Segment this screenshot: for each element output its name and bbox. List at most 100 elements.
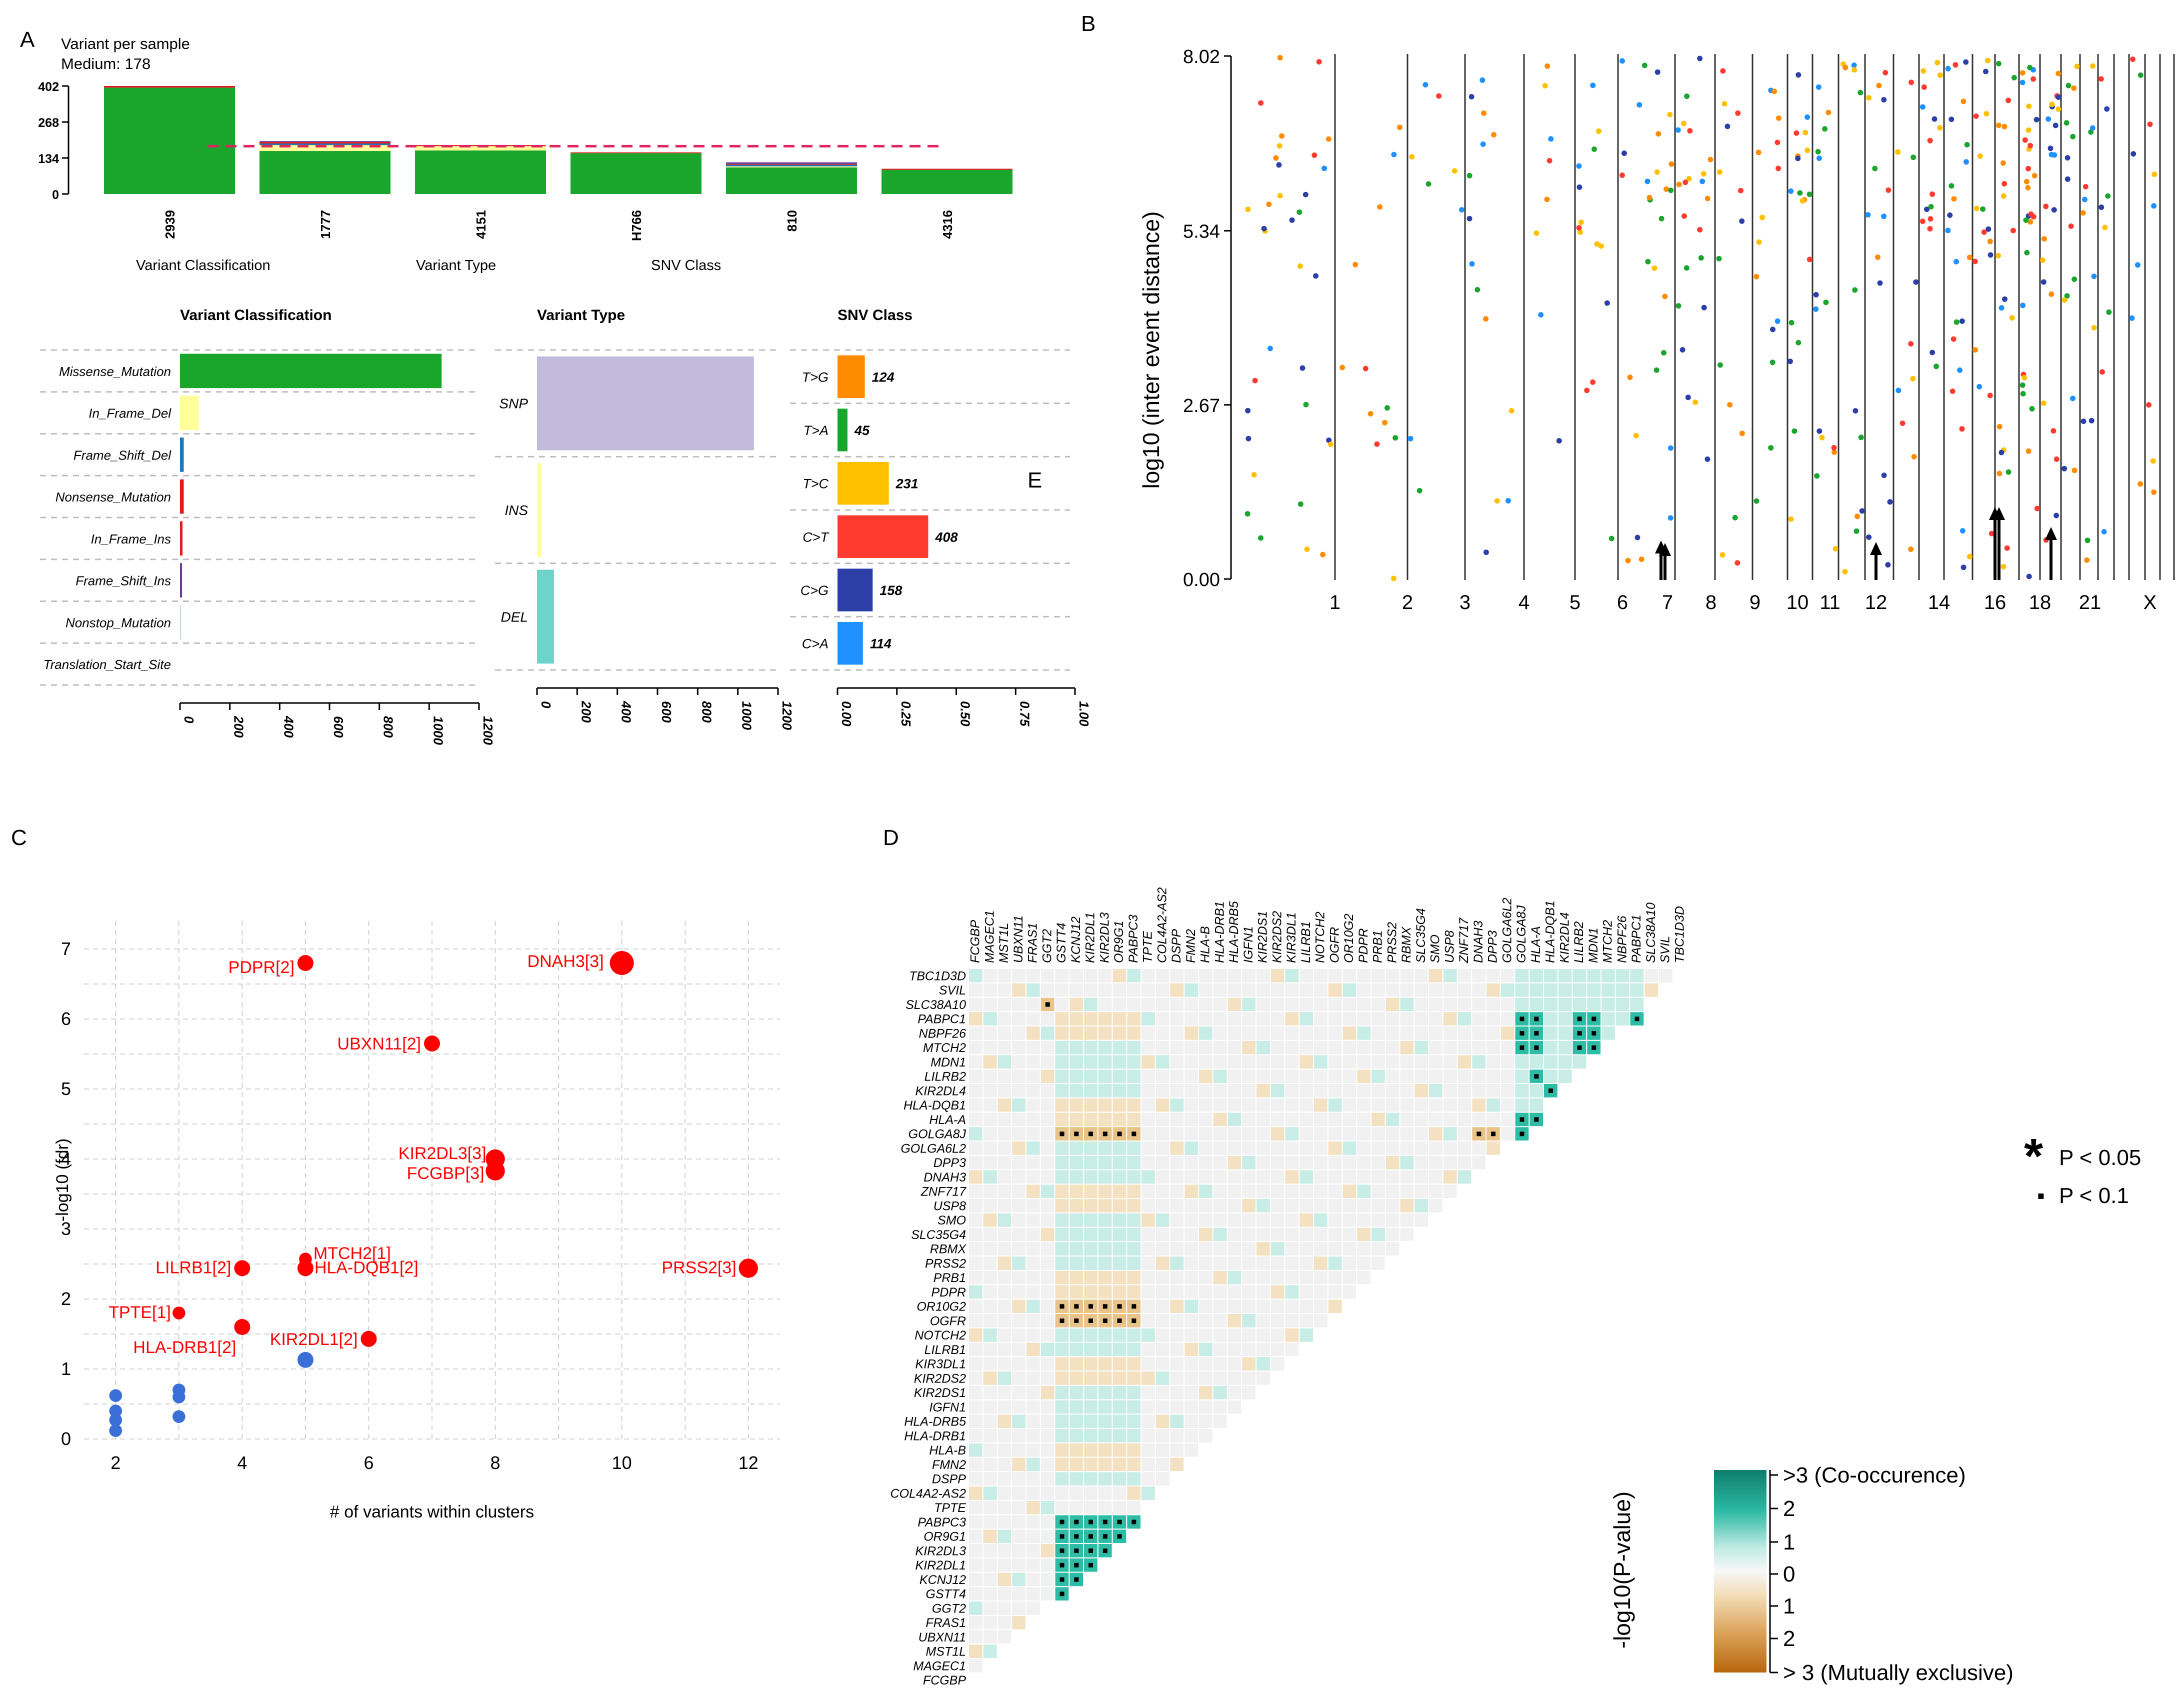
b-point	[1642, 62, 1648, 68]
d-row-label: HLA-A	[929, 1113, 966, 1127]
b-point	[1895, 149, 1901, 155]
d-cell	[1285, 1314, 1299, 1328]
d-cell	[1084, 1285, 1098, 1299]
d-cell	[1142, 983, 1155, 997]
d-cell	[1285, 1242, 1299, 1256]
d-cell	[998, 1170, 1012, 1184]
a-top-legend-title-snv: SNV Class	[651, 258, 721, 274]
d-row-label: SVIL	[939, 984, 966, 998]
b-point	[1668, 161, 1674, 167]
d-cell	[1184, 1084, 1198, 1098]
d-cell	[1012, 1602, 1026, 1615]
d-significance-marks	[1045, 1002, 1640, 1596]
d-cell	[1055, 983, 1069, 997]
d-cell	[983, 1256, 997, 1270]
d-cell	[1084, 1486, 1098, 1500]
b-point	[1598, 243, 1604, 249]
b-point	[1842, 568, 1848, 574]
d-cell	[998, 1256, 1012, 1270]
d-cell	[1112, 1400, 1126, 1414]
d-cell	[1213, 1372, 1227, 1385]
d-row-label: COL4A2-AS2	[890, 1486, 966, 1500]
d-mark	[1060, 1132, 1064, 1136]
b-point	[1720, 68, 1726, 74]
d-cell	[969, 1602, 982, 1615]
d-cell	[1127, 983, 1141, 997]
d-column-label: PRSS2	[1385, 922, 1399, 963]
d-cell	[1156, 1228, 1170, 1242]
d-cell	[1012, 1630, 1026, 1644]
d-cell	[1342, 1055, 1356, 1069]
d-cell	[1070, 1285, 1084, 1299]
a-bar-value-label: 158	[880, 583, 902, 598]
c-point-significant	[610, 951, 634, 975]
d-column-label: USP8	[1442, 930, 1456, 963]
d-cell	[1357, 1142, 1371, 1155]
d-cell	[1156, 1429, 1170, 1442]
d-cell	[1199, 1142, 1212, 1155]
d-cell	[1213, 1012, 1227, 1026]
panel-label-b: B	[1081, 12, 1096, 36]
b-point	[1303, 402, 1309, 408]
d-cell	[1256, 1112, 1270, 1126]
b-point	[1952, 62, 1958, 68]
b-point	[1469, 261, 1475, 267]
d-cell	[1184, 1443, 1198, 1457]
d-cell	[1070, 1372, 1084, 1385]
d-cell	[1170, 998, 1184, 1012]
d-cell	[1213, 1429, 1227, 1442]
d-cell	[1098, 1084, 1112, 1098]
a-x-tick-label: 800	[381, 716, 396, 738]
d-cell	[1228, 983, 1242, 997]
a-top-x-label: 2939	[162, 210, 178, 239]
d-cell	[1414, 998, 1428, 1012]
d-cell	[1256, 1055, 1270, 1069]
b-point	[1972, 347, 1978, 353]
d-cell	[1357, 969, 1371, 982]
d-cell	[1386, 1098, 1400, 1112]
d-cell	[1372, 1213, 1385, 1227]
a-category-label: C>A	[802, 636, 828, 652]
b-point	[1676, 182, 1682, 188]
d-cell	[983, 1659, 997, 1672]
d-cell	[1026, 1070, 1040, 1084]
d-mark	[1060, 1318, 1064, 1323]
d-cell	[1142, 1342, 1155, 1356]
b-point	[1267, 346, 1273, 352]
d-cell	[1386, 969, 1400, 982]
d-cell	[1414, 969, 1428, 982]
d-cell	[1156, 1026, 1170, 1040]
d-cell	[1070, 1328, 1084, 1342]
c-y-tick-label: 5	[61, 1078, 71, 1099]
d-cell	[983, 1342, 997, 1356]
d-cell	[1414, 1040, 1428, 1054]
d-cell	[969, 1256, 982, 1270]
d-cell	[1070, 1242, 1084, 1256]
d-cell	[1400, 1070, 1414, 1084]
d-cell	[1112, 1372, 1126, 1385]
d-cell	[1084, 1270, 1098, 1284]
d-cell	[983, 1112, 997, 1126]
d-cell	[1328, 1142, 1342, 1155]
d-cell	[1300, 1055, 1314, 1069]
d-cell	[1040, 1270, 1054, 1284]
d-cell	[1213, 1184, 1227, 1198]
d-cell	[1142, 1357, 1155, 1371]
d-cell	[1070, 998, 1084, 1012]
d-cell	[1242, 1040, 1256, 1054]
d-cell	[1170, 1040, 1184, 1054]
d-cell	[1127, 1112, 1141, 1126]
d-cell	[1026, 1112, 1040, 1126]
d-cell	[1012, 1170, 1026, 1184]
d-cell	[1500, 1127, 1514, 1141]
d-cell	[1228, 1242, 1242, 1256]
a-category-label: Frame_Shift_Ins	[76, 574, 171, 588]
d-cell	[1314, 1314, 1328, 1328]
b-chromosome-label: 4	[1518, 592, 1530, 614]
d-cell	[1357, 1242, 1371, 1256]
d-cell	[1256, 1328, 1270, 1342]
d-cell	[1256, 998, 1270, 1012]
b-point	[1636, 102, 1642, 108]
d-cell	[1429, 1098, 1442, 1112]
